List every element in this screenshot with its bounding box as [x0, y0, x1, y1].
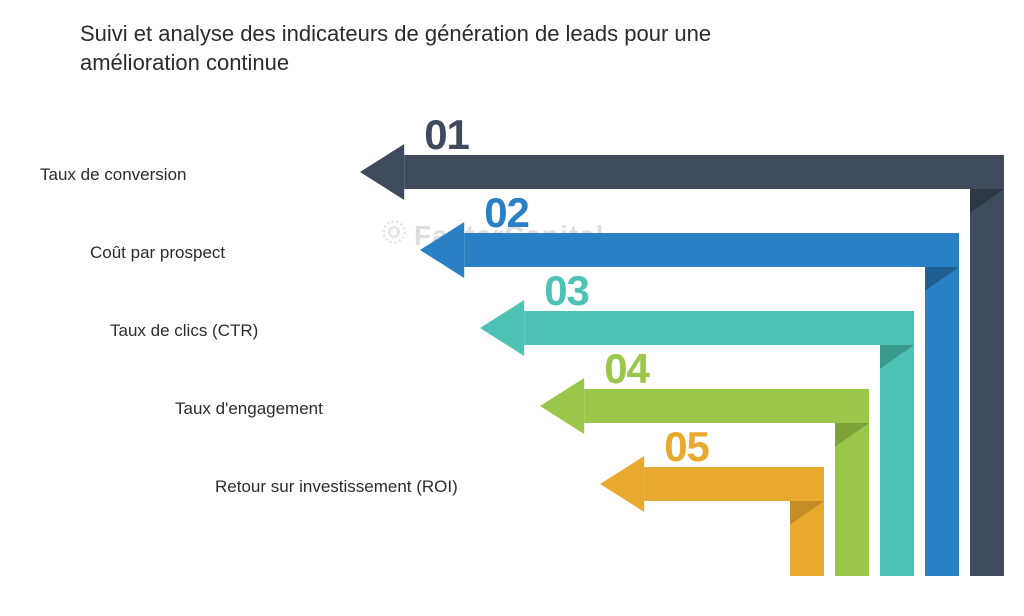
arrow-item: Retour sur investissement (ROI)05 — [0, 467, 1024, 507]
arrow-item-number: 01 — [424, 111, 469, 159]
arrow-item-number: 02 — [484, 189, 529, 237]
arrow-item: Taux de clics (CTR)03 — [0, 311, 1024, 351]
arrow-item-number: 04 — [604, 345, 649, 393]
arrow-item-number: 05 — [664, 423, 709, 471]
page-title: Suivi et analyse des indicateurs de géné… — [80, 20, 780, 77]
arrow-item: Taux d'engagement04 — [0, 389, 1024, 429]
arrow-item: Coût par prospect02 — [0, 233, 1024, 273]
arrow-shape — [0, 467, 1024, 616]
arrow-item-number: 03 — [544, 267, 589, 315]
